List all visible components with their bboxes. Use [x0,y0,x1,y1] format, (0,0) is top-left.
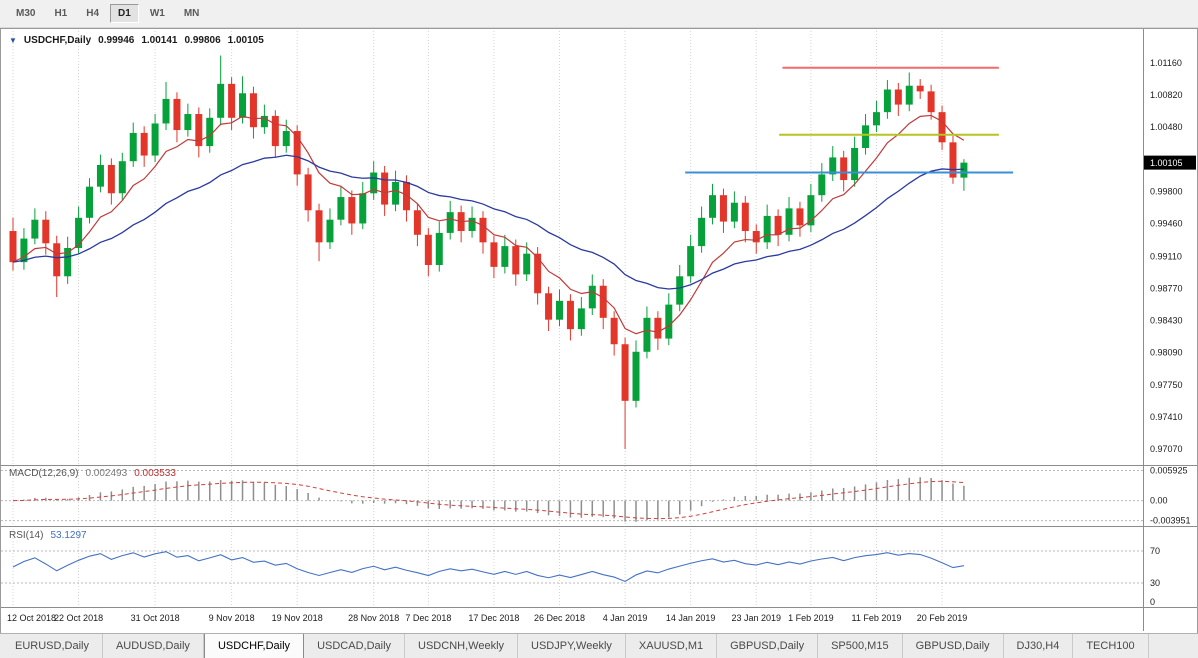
svg-text:30: 30 [1150,578,1160,588]
svg-text:17 Dec 2018: 17 Dec 2018 [468,613,519,623]
svg-text:26 Dec 2018: 26 Dec 2018 [534,613,585,623]
chart-tab-usdjpy-weekly[interactable]: USDJPY,Weekly [518,634,626,658]
trend-lines[interactable] [685,66,1014,174]
chart-tab-usdcnh-weekly[interactable]: USDCNH,Weekly [405,634,519,658]
rsi-line [12,551,965,583]
svg-text:0.99110: 0.99110 [1150,251,1182,261]
svg-text:1.00480: 1.00480 [1150,122,1183,132]
panel-separators [1,29,1197,631]
timeframe-button-m30[interactable]: M30 [16,8,36,19]
svg-text:28 Nov 2018: 28 Nov 2018 [348,613,399,623]
timeframe-button-h1[interactable]: H1 [54,8,68,19]
svg-text:0.97750: 0.97750 [1150,380,1183,390]
svg-text:1.01160: 1.01160 [1150,58,1182,68]
chart-tab-tech100[interactable]: TECH100 [1073,634,1149,658]
chart-tab-gbpusd-daily[interactable]: GBPUSD,Daily [717,634,819,658]
svg-text:0.98090: 0.98090 [1150,348,1183,358]
timeframe-toolbar: M30 H1 H4 D1 W1 MN [0,0,1198,28]
svg-text:0.97070: 0.97070 [1150,444,1183,454]
candlesticks [9,55,968,449]
chart-tab-dj30-h4[interactable]: DJ30,H4 [1003,634,1074,658]
svg-text:20 Feb 2019: 20 Feb 2019 [917,613,968,623]
rsi-axis-labels: 70 30 0 [1150,546,1160,607]
svg-text:-0.003951: -0.003951 [1150,516,1191,526]
ma-slow-line [12,154,964,290]
svg-text:0.00: 0.00 [1150,496,1168,506]
svg-text:7 Dec 2018: 7 Dec 2018 [405,613,451,623]
svg-text:22 Oct 2018: 22 Oct 2018 [54,613,103,623]
chart-tab-audusd-daily[interactable]: AUDUSD,Daily [102,634,204,658]
svg-text:0.98770: 0.98770 [1150,284,1183,294]
svg-text:4 Jan 2019: 4 Jan 2019 [603,613,648,623]
svg-text:14 Jan 2019: 14 Jan 2019 [666,613,716,623]
svg-text:19 Nov 2018: 19 Nov 2018 [272,613,323,623]
macd-histogram [23,477,965,522]
timeframe-button-mn[interactable]: MN [183,8,200,19]
ma-fast-line [12,114,965,335]
current-price-tag: 1.00105 [1144,155,1196,170]
svg-text:31 Oct 2018: 31 Oct 2018 [131,613,180,623]
timeframe-button-w1[interactable]: W1 [149,8,165,19]
svg-text:0.99460: 0.99460 [1150,218,1183,228]
chart-tab-usdcad-daily[interactable]: USDCAD,Daily [304,634,406,658]
chart-tab-usdchf-daily[interactable]: USDCHF,Daily [203,634,305,658]
svg-text:0.98430: 0.98430 [1150,316,1183,326]
chart-tab-bar: EURUSD,Daily AUDUSD,Daily USDCHF,Daily USDC… [0,633,1198,658]
chart-tab-sp500-m15[interactable]: SP500,M15 [818,634,903,658]
chart-tab-gbpusd-daily[interactable]: GBPUSD,Daily [902,634,1004,658]
chart-window: ▼ USDCHF,Daily 0.99946 1.00141 0.99806 1… [0,28,1198,634]
svg-text:11 Feb 2019: 11 Feb 2019 [852,613,902,623]
svg-text:9 Nov 2018: 9 Nov 2018 [209,613,255,623]
price-axis-labels: 1.01160 1.00820 1.00480 0.99800 0.99460 0.991… [1150,58,1183,454]
svg-text:70: 70 [1150,546,1160,556]
chart-tab-eurusd-daily[interactable]: EURUSD,Daily [2,634,103,658]
timeframe-button-d1[interactable]: D1 [110,4,139,23]
svg-text:0.99800: 0.99800 [1150,186,1183,196]
svg-text:0.97410: 0.97410 [1150,412,1183,422]
svg-text:1 Feb 2019: 1 Feb 2019 [788,613,834,623]
macd-signal-line [12,480,964,520]
macd-axis-labels: 0.005925 0.00 -0.003951 [1150,465,1191,525]
chart-tab-xauusd-m1[interactable]: XAUUSD,M1 [625,634,718,658]
svg-text:1.00820: 1.00820 [1150,90,1183,100]
svg-text:1.00105: 1.00105 [1150,158,1183,168]
svg-text:0.005925: 0.005925 [1150,465,1188,475]
svg-text:0: 0 [1150,597,1155,607]
timeframe-button-h4[interactable]: H4 [86,8,100,19]
svg-text:23 Jan 2019: 23 Jan 2019 [731,613,781,623]
svg-text:12 Oct 2018: 12 Oct 2018 [7,613,56,623]
chart-canvas[interactable]: 1.01160 1.00820 1.00480 0.99800 0.99460 0.991… [1,29,1197,631]
